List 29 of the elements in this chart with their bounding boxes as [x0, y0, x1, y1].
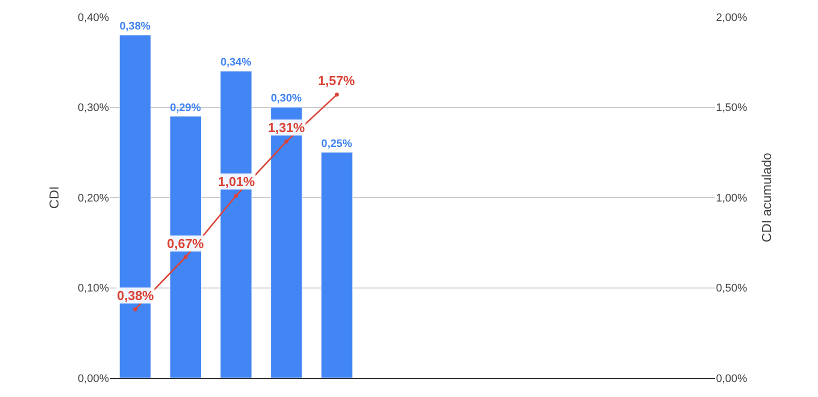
- data-label: 0,25%: [321, 138, 352, 150]
- y2-tick-label: 1,00%: [716, 192, 748, 204]
- y2-tick-label: 2,00%: [716, 12, 748, 24]
- y-tick-label: 0,40%: [78, 12, 110, 24]
- data-label: 0,34%: [220, 56, 252, 69]
- y-tick-label: 0,30%: [78, 102, 110, 114]
- y-axis-title: CDI: [46, 186, 62, 209]
- y-tick-label: 0,00%: [78, 372, 110, 385]
- data-label: 0,30%: [270, 92, 302, 105]
- point: [234, 194, 238, 198]
- data-label: 1,01%: [218, 174, 256, 189]
- y2-tick-label: 0,00%: [716, 372, 748, 385]
- data-label: 0,38%: [120, 20, 151, 33]
- data-label: 0,29%: [170, 102, 202, 114]
- y2-axis-title: CDI acumulado: [759, 152, 774, 242]
- y-tick-label: 0,10%: [78, 282, 110, 295]
- data-label: 0,67%: [167, 236, 204, 251]
- point: [334, 92, 339, 97]
- bar: [321, 152, 353, 378]
- y2-tick-label: 0,50%: [716, 282, 748, 295]
- data-label: 1,57%: [318, 73, 356, 88]
- bar: [119, 34, 152, 378]
- point: [284, 140, 288, 144]
- y-tick-label: 0,20%: [78, 192, 110, 204]
- data-label: 1,31%: [268, 120, 306, 135]
- point: [133, 307, 138, 312]
- data-label: 0,38%: [117, 288, 154, 303]
- y2-tick-label: 1,50%: [716, 102, 748, 114]
- point: [184, 255, 188, 260]
